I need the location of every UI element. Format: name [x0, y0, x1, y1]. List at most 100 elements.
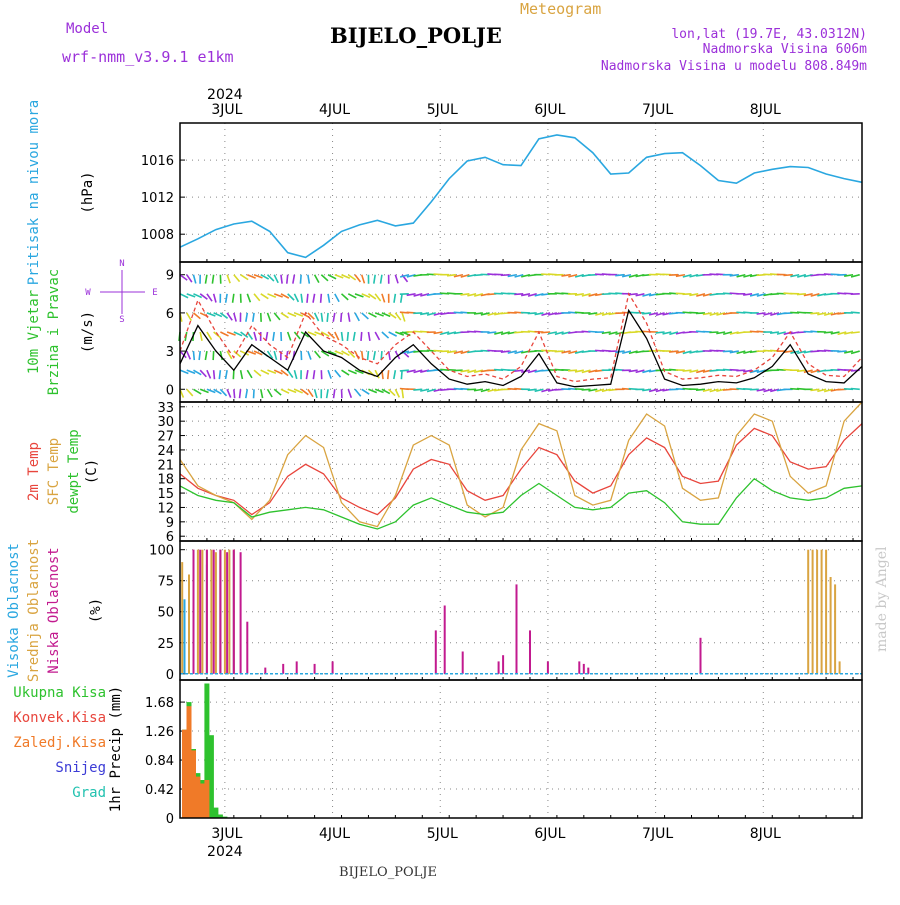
panel-frame [180, 402, 862, 541]
wind-arrow [335, 294, 339, 302]
y-axis-units: (%) [88, 598, 104, 623]
wind-arrow [837, 351, 846, 352]
bar-low_cloud [516, 584, 518, 673]
bar-low_cloud [206, 550, 208, 674]
wind-arrow [214, 370, 215, 379]
bar-mid_cloud [821, 550, 823, 674]
wind-arrow [315, 351, 321, 358]
y-tick-label: 1008 [141, 228, 174, 243]
wind-arrow [394, 294, 395, 303]
wind-arrow [308, 351, 311, 359]
y-axis-units: (hPa) [80, 171, 96, 213]
wind-arrow [362, 389, 370, 394]
wind-arrow [514, 294, 523, 295]
wind-arrow [315, 275, 319, 283]
wind-arrow [205, 351, 207, 360]
wind-arrow [286, 351, 287, 360]
credit-text: made by Angel [874, 546, 890, 652]
wind-arrow [851, 332, 860, 333]
elevation-text: Nadmorska Visina 606m [703, 42, 868, 57]
wind-arrow [187, 389, 193, 396]
bar-low_cloud [444, 606, 446, 674]
bar-low_cloud [498, 661, 500, 673]
bar-low_cloud [282, 664, 284, 674]
wind-arrow [227, 313, 232, 320]
bar-low_cloud [296, 661, 298, 673]
precip-legend: Ukupna KisaKonvek.KisaZaledj.KisaSnijegG… [13, 685, 106, 801]
wind-arrow [267, 275, 273, 281]
bar-low_cloud [583, 664, 585, 674]
bar-low_cloud [213, 550, 215, 674]
wind-arrow [308, 389, 313, 396]
compass-w: W [85, 288, 91, 298]
bar-low_cloud [193, 550, 195, 674]
wind-arrow [555, 351, 564, 352]
wind-arrow [328, 332, 334, 338]
wind-arrow [381, 275, 382, 284]
wind-arrow [355, 389, 361, 396]
wind-arrow [293, 275, 295, 284]
bar-low_cloud [529, 630, 531, 673]
wind-arrow [315, 313, 319, 321]
wind-arrow [347, 332, 348, 341]
y-tick-label: 1.68 [145, 696, 174, 711]
wind-arrow [247, 370, 252, 378]
wind-arrow [368, 351, 369, 360]
wind-arrow [851, 312, 860, 313]
wind-arrow [582, 389, 591, 390]
day-label-top: 8JUL [750, 102, 781, 118]
wind-arrow [193, 313, 200, 319]
bar-low_cloud [199, 550, 201, 674]
legend-entry: Snijeg [55, 760, 106, 776]
wind-arrow [514, 370, 523, 371]
wind-arrow [233, 294, 234, 303]
wind-arrow [342, 370, 350, 375]
wind-arrow [266, 332, 267, 341]
wind-arrow [361, 332, 362, 341]
wind-arrow [274, 275, 278, 283]
wind-arrow [413, 389, 422, 390]
lonlat-text: lon,lat (19.7E, 43.0312N) [671, 27, 867, 42]
bar-mid_cloud [839, 661, 841, 673]
wind-arrow [335, 370, 341, 377]
legend-entry: Konvek.Kisa [13, 710, 106, 726]
compass-e: E [152, 288, 157, 298]
panel-frame [180, 541, 862, 680]
wind-arrow [226, 370, 228, 379]
wind-arrow [501, 351, 510, 352]
wind-arrow [219, 370, 220, 379]
wind-arrow [234, 389, 235, 398]
panel-frame [180, 123, 862, 262]
wind-arrow [395, 313, 400, 320]
y-axis-label: dewpt Temp [66, 429, 82, 513]
y-tick-label: 6 [166, 307, 174, 322]
wind-arrow [267, 313, 270, 321]
day-label-bottom: 4JUL [319, 826, 350, 842]
wind-arrow [241, 275, 249, 280]
wind-arrow [313, 370, 314, 379]
wind-arrow [300, 275, 301, 284]
wind-arrow [301, 294, 302, 303]
footer-station: BIJELO_POLJE [339, 865, 437, 880]
compass-n: N [119, 259, 124, 269]
day-label-top: 3JUL [211, 102, 242, 118]
wind-arrow [395, 275, 398, 284]
bar-mid_cloud [181, 562, 183, 674]
bar-low_cloud [226, 552, 228, 674]
day-label-top: 7JUL [642, 102, 673, 118]
wind-arrows [179, 274, 860, 398]
y-tick-label: 3 [166, 345, 174, 360]
bar-low_cloud [219, 550, 221, 674]
day-label-bottom: 3JUL [211, 826, 242, 842]
day-label-bottom: 5JUL [427, 826, 458, 842]
model-elevation-text: Nadmorska Visina u modelu 808.849m [601, 59, 867, 74]
wind-arrow [460, 294, 469, 295]
compass-s: S [119, 315, 124, 325]
wind-arrow [400, 370, 409, 371]
wind-arrow [669, 351, 678, 352]
